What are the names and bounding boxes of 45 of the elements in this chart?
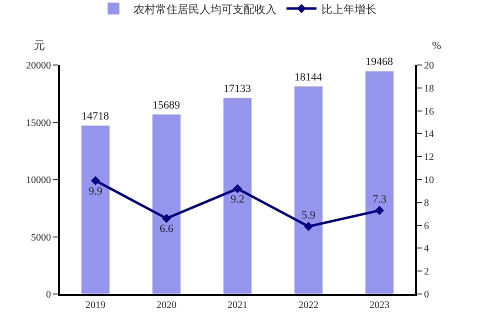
- y2-tick-label: 16: [424, 106, 434, 118]
- x-tick-label: 2021: [228, 300, 248, 311]
- y2-tick-label: 12: [424, 152, 434, 164]
- y2-tick-label: 8: [424, 198, 429, 209]
- y2-tick-label: 18: [424, 83, 434, 94]
- x-tick-label: 2019: [86, 300, 106, 311]
- data-label: 9.2: [230, 193, 244, 206]
- y-tick-label: 10000: [26, 175, 51, 186]
- y2-tick-label: 4: [424, 244, 429, 255]
- point: [374, 206, 384, 215]
- data-label: 15689: [152, 99, 180, 112]
- point: [162, 214, 172, 223]
- y-tick-label: 5000: [31, 232, 51, 244]
- data-label: 19468: [366, 56, 394, 68]
- bar: [294, 86, 323, 294]
- data-label: 18144: [294, 71, 322, 84]
- bar: [81, 125, 110, 294]
- point: [304, 222, 314, 231]
- data-label: 7.3: [372, 193, 387, 206]
- y2-tick-label: 0: [424, 290, 429, 300]
- point: [90, 176, 100, 186]
- bar: [365, 70, 394, 294]
- bar: [152, 114, 181, 294]
- y2-tick-label: 6: [424, 220, 429, 232]
- x-tick-label: 2020: [156, 300, 176, 311]
- data-label: 5.9: [302, 209, 316, 222]
- y2-tick-label: 14: [424, 129, 434, 140]
- y2-tick-label: 10: [424, 175, 434, 186]
- data-label: 9.9: [88, 185, 103, 198]
- data-label: 14718: [82, 110, 110, 122]
- x-tick-label: 2022: [298, 300, 318, 311]
- y2-tick-label: 2: [424, 266, 429, 278]
- bar: [223, 98, 252, 294]
- y2-tick-label: 20: [424, 60, 434, 72]
- data-label: 17133: [224, 82, 252, 95]
- y-axis-title: 元: [34, 40, 45, 52]
- y-tick-label: 20000: [26, 60, 51, 72]
- point: [232, 184, 242, 194]
- y2-axis-title: %: [432, 40, 442, 52]
- data-label: 6.6: [160, 223, 174, 236]
- y-tick-label: 0: [46, 290, 51, 300]
- legend-label: 比上年增长: [322, 2, 376, 16]
- legend-label: 农村常住居民人均可支配收入: [134, 2, 276, 16]
- y-tick-label: 15000: [26, 118, 51, 129]
- x-tick-label: 2023: [370, 300, 390, 311]
